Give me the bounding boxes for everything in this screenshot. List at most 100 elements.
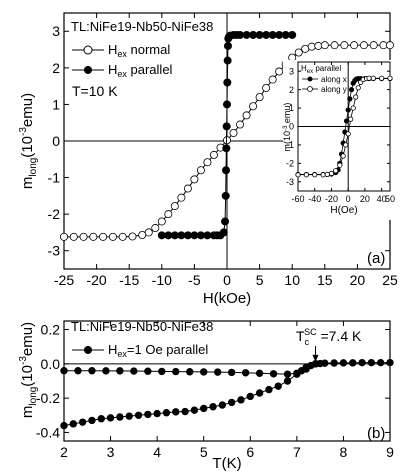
data-point [221,191,230,200]
data-point [222,144,231,153]
data-point [99,232,108,241]
data-point [283,370,292,378]
data-point [190,175,199,184]
data-point [288,30,297,39]
y-tick-label: -1 [286,140,294,150]
legend-label-b: Hex=1 Oe parallel [108,342,208,359]
data-point [125,412,133,420]
data-point [320,41,329,50]
data-point [350,41,359,50]
data-point [177,193,186,202]
data-point [369,41,378,50]
data-point [222,166,231,175]
data-point [343,118,350,124]
data-point [303,172,309,178]
data-point [88,416,96,425]
data-point [106,414,115,422]
y-tick-label: -2 [48,206,61,222]
data-point [255,369,264,377]
data-point [218,401,227,409]
panel-b-ylabel: mlong(10-3emu) [18,322,39,418]
panel-b-xlabel: T(K) [212,455,241,472]
x-tick-label: 0 [223,272,231,288]
data-point [358,358,366,367]
data-point [88,367,96,375]
y-tick-label: -1 [48,169,61,185]
data-point [379,41,388,50]
data-point [283,377,292,385]
data-point [186,368,194,376]
legend-label-normal: Hex normal [108,42,170,59]
x-tick-label: 2 [60,444,68,460]
data-point [242,30,251,39]
x-tick-label: 20 [360,194,370,204]
data-point [177,231,186,240]
data-point [353,94,359,100]
data-point [60,367,68,375]
panel-b-sample-label: TL:NiFe19-Nb50-NiFe38 [71,319,213,334]
data-point [302,365,310,373]
data-point [307,42,316,51]
data-point [213,368,222,376]
legend-marker-parallel [84,66,92,74]
x-tick-label: -10 [152,272,172,288]
data-point [79,232,88,241]
data-point [312,172,318,178]
inset-legend: along x along y [302,75,347,94]
data-point [385,41,394,50]
y-tick-label: 3 [289,66,294,76]
x-tick-label: 10 [284,272,300,288]
data-point [69,232,78,241]
panel-a-label: (a) [367,250,385,267]
panel-b: 2 3 4 5 6 7 8 9 -0.4 -0.2 0.0 0.2 TL:NiFe19-Nb50-Ni… [18,319,394,472]
data-point [345,131,351,137]
data-point [275,30,284,39]
x-tick-label: 15 [317,272,333,288]
y-tick-label: 0.2 [41,321,61,337]
panel-a-ylabel: mlong(10-3emu) [18,93,39,189]
data-point [328,170,335,177]
data-point [60,232,69,241]
data-point [281,30,290,39]
x-tick-label: 25 [382,272,398,288]
data-point [116,367,124,375]
data-point [337,162,343,168]
y-tick-label: 0 [52,133,60,149]
y-tick-label: -0.2 [36,390,60,406]
x-tick-label: -20 [86,272,106,288]
data-point [350,105,356,111]
data-point [293,369,301,377]
data-point [262,30,271,39]
x-tick-label: -20 [325,194,338,204]
inset-legend-label-x: along x [321,75,347,84]
data-point [222,100,231,109]
data-point [340,41,349,50]
data-point [236,30,245,39]
x-tick-label: 50 [385,194,395,204]
data-point [379,75,385,81]
data-point [138,230,147,239]
data-point [347,96,353,102]
data-point [116,413,124,421]
data-point [320,172,326,178]
data-point [249,102,258,111]
data-point [108,232,117,241]
x-tick-label: 7 [293,444,301,460]
panel-b-label: (b) [367,425,385,442]
legend-marker-normal [83,45,93,55]
y-tick-label: -3 [48,243,61,259]
data-point [227,398,236,407]
x-tick-label: 3 [107,444,115,460]
panel-b-ticks: 2 3 4 5 6 7 8 9 -0.4 -0.2 0.0 0.2 [36,321,394,460]
y-tick-label: 3 [52,23,60,39]
data-point [265,385,273,394]
data-point [367,358,376,367]
data-point [366,75,372,81]
data-point [268,75,277,84]
data-point [274,382,282,390]
legend-marker-b [84,346,92,354]
data-point [349,359,357,367]
data-point [158,367,166,376]
legend-label-parallel: Hex parallel [108,62,173,79]
